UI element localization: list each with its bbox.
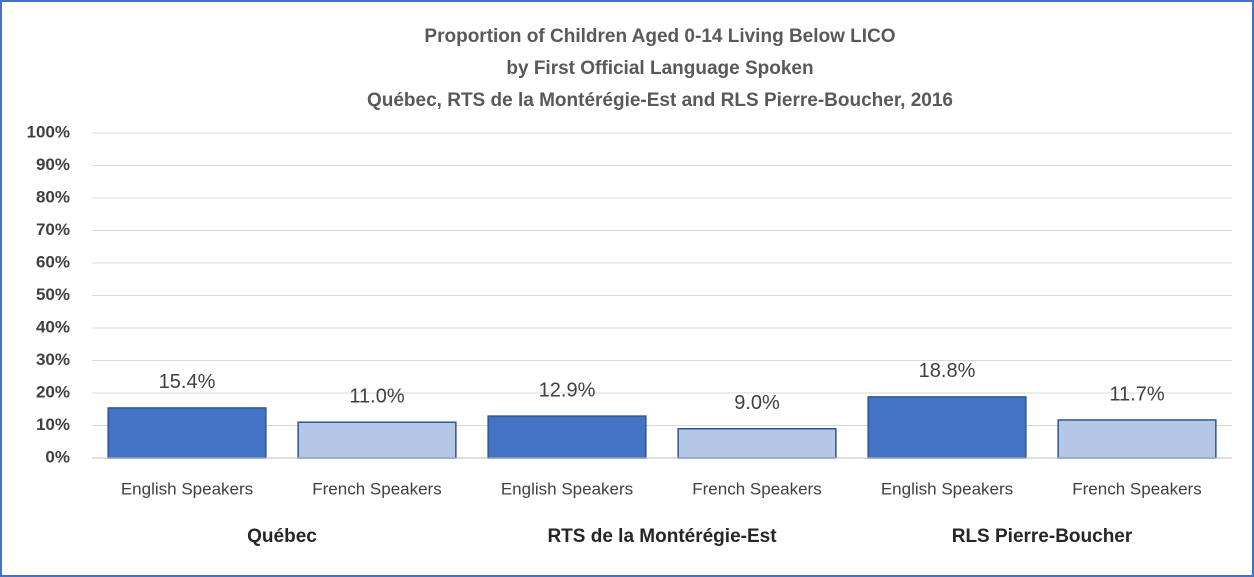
x-tick-label: English Speakers <box>121 479 253 498</box>
x-tick-label: French Speakers <box>1072 479 1201 498</box>
value-label: 11.7% <box>1109 383 1164 405</box>
value-label: 15.4% <box>159 371 216 393</box>
y-tick-label: 30% <box>36 350 70 369</box>
group-label: Québec <box>247 526 317 547</box>
y-tick-label: 80% <box>36 187 70 206</box>
bar <box>867 396 1027 459</box>
x-tick-label: English Speakers <box>881 479 1013 498</box>
x-tick-label: French Speakers <box>312 479 441 498</box>
x-tick-label: French Speakers <box>692 479 821 498</box>
bar <box>1057 419 1217 459</box>
group-label: RTS de la Montérégie-Est <box>547 526 777 547</box>
bar <box>297 421 457 459</box>
y-tick-label: 50% <box>36 285 70 304</box>
y-tick-label: 0% <box>45 447 70 466</box>
chart-title: by First Official Language Spoken <box>506 58 813 79</box>
bar <box>677 428 837 459</box>
value-label: 18.8% <box>919 360 976 382</box>
x-tick-label: English Speakers <box>501 479 633 498</box>
y-tick-label: 10% <box>36 415 70 434</box>
value-label: 11.0% <box>349 386 404 408</box>
y-tick-label: 70% <box>36 220 70 239</box>
y-tick-label: 100% <box>27 122 70 141</box>
group-label: RLS Pierre-Boucher <box>952 526 1133 547</box>
y-tick-label: 20% <box>36 382 70 401</box>
chart-title: Proportion of Children Aged 0-14 Living … <box>424 26 895 47</box>
y-tick-label: 40% <box>36 317 70 336</box>
chart-title: Québec, RTS de la Montérégie-Est and RLS… <box>367 90 953 111</box>
y-tick-label: 60% <box>36 252 70 271</box>
y-tick-label: 90% <box>36 155 70 174</box>
bar <box>487 415 647 459</box>
bar <box>107 407 267 459</box>
value-label: 12.9% <box>539 379 596 401</box>
value-label: 9.0% <box>734 392 780 414</box>
